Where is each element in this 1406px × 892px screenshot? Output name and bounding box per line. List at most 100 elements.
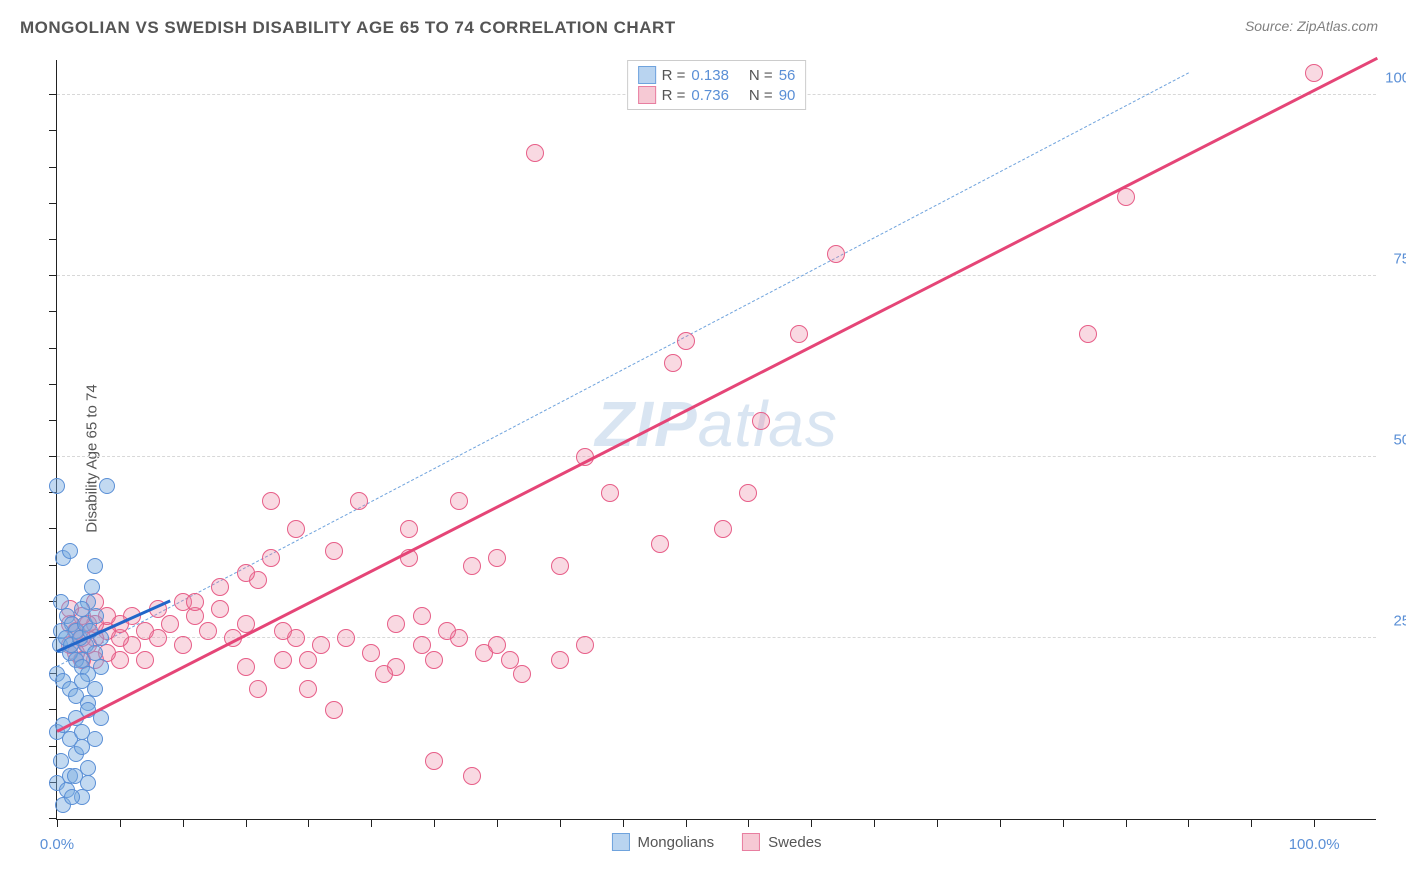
legend-n-value: 90 xyxy=(779,87,796,104)
legend-r-label: R = xyxy=(662,67,686,84)
data-point-swedes xyxy=(161,615,179,633)
data-point-mongolians xyxy=(88,608,104,624)
chart-title: MONGOLIAN VS SWEDISH DISABILITY AGE 65 T… xyxy=(20,18,676,38)
x-tick xyxy=(1314,819,1315,827)
x-tick xyxy=(308,819,309,827)
data-point-mongolians xyxy=(49,478,65,494)
y-tick xyxy=(49,528,57,529)
data-point-swedes xyxy=(438,622,456,640)
data-point-swedes xyxy=(375,665,393,683)
data-point-swedes xyxy=(425,752,443,770)
x-tick xyxy=(246,819,247,827)
data-point-swedes xyxy=(211,578,229,596)
data-point-swedes xyxy=(350,492,368,510)
data-point-mongolians xyxy=(64,789,80,805)
data-point-swedes xyxy=(413,607,431,625)
data-point-swedes xyxy=(262,549,280,567)
y-tick xyxy=(49,311,57,312)
data-point-swedes xyxy=(551,651,569,669)
legend-n-value: 56 xyxy=(779,67,796,84)
x-tick xyxy=(1000,819,1001,827)
x-tick xyxy=(371,819,372,827)
data-point-swedes xyxy=(337,629,355,647)
data-point-swedes xyxy=(237,564,255,582)
y-tick xyxy=(49,94,57,95)
data-point-swedes xyxy=(714,520,732,538)
y-tick xyxy=(49,565,57,566)
y-tick xyxy=(49,348,57,349)
legend-r-label: R = xyxy=(662,87,686,104)
x-tick xyxy=(1126,819,1127,827)
x-tick xyxy=(937,819,938,827)
x-tick xyxy=(497,819,498,827)
data-point-swedes xyxy=(387,615,405,633)
data-point-swedes xyxy=(752,412,770,430)
data-point-mongolians xyxy=(87,731,103,747)
legend-swatch xyxy=(638,86,656,104)
legend-n-label: N = xyxy=(749,87,773,104)
data-point-swedes xyxy=(827,245,845,263)
legend-correlation: R =0.138N =56R =0.736N =90 xyxy=(627,60,807,110)
data-point-swedes xyxy=(400,520,418,538)
gridline xyxy=(57,637,1376,638)
legend-series-label: Mongolians xyxy=(637,834,714,851)
data-point-swedes xyxy=(136,622,154,640)
legend-series-item: Swedes xyxy=(742,833,821,851)
legend-row: R =0.736N =90 xyxy=(638,85,796,105)
data-point-mongolians xyxy=(80,775,96,791)
data-point-mongolians xyxy=(53,753,69,769)
y-tick xyxy=(49,384,57,385)
y-tick xyxy=(49,456,57,457)
legend-row: R = 0.138 N = 56 xyxy=(638,65,796,85)
data-point-swedes xyxy=(299,680,317,698)
x-tick xyxy=(623,819,624,827)
data-point-swedes xyxy=(651,535,669,553)
legend-n-label: N = xyxy=(749,67,773,84)
data-point-mongolians xyxy=(84,579,100,595)
y-tick-label: 50.0% xyxy=(1393,432,1406,449)
data-point-swedes xyxy=(450,492,468,510)
watermark: ZIPatlas xyxy=(595,387,838,461)
y-tick xyxy=(49,709,57,710)
y-tick-label: 25.0% xyxy=(1393,613,1406,630)
x-tick xyxy=(1188,819,1189,827)
x-tick xyxy=(183,819,184,827)
y-tick xyxy=(49,203,57,204)
legend-series-item: Mongolians xyxy=(611,833,714,851)
data-point-mongolians xyxy=(99,478,115,494)
x-tick xyxy=(686,819,687,827)
data-point-swedes xyxy=(299,651,317,669)
x-tick xyxy=(560,819,561,827)
data-point-mongolians xyxy=(87,558,103,574)
data-point-mongolians xyxy=(62,543,78,559)
y-tick xyxy=(49,746,57,747)
data-point-swedes xyxy=(463,767,481,785)
chart-container: Disability Age 65 to 74 ZIPatlas R =0.13… xyxy=(28,50,1388,890)
data-point-swedes xyxy=(262,492,280,510)
data-point-swedes xyxy=(677,332,695,350)
x-tick xyxy=(1251,819,1252,827)
data-point-swedes xyxy=(325,542,343,560)
legend-r-value: 0.138 xyxy=(691,67,729,84)
y-tick xyxy=(49,167,57,168)
data-point-swedes xyxy=(790,325,808,343)
x-tick xyxy=(1063,819,1064,827)
data-point-swedes xyxy=(551,557,569,575)
y-tick xyxy=(49,239,57,240)
data-point-swedes xyxy=(136,651,154,669)
x-tick xyxy=(120,819,121,827)
x-tick xyxy=(434,819,435,827)
legend-swatch xyxy=(638,66,656,84)
plot-area: ZIPatlas R =0.138N =56R =0.736N =90 Mong… xyxy=(56,60,1376,820)
x-tick xyxy=(748,819,749,827)
x-tick-label: 0.0% xyxy=(40,836,74,853)
trend-line-swedes xyxy=(56,57,1377,732)
data-point-mongolians xyxy=(87,681,103,697)
legend-series: Mongolians Swedes xyxy=(611,833,821,851)
y-tick xyxy=(49,130,57,131)
data-point-swedes xyxy=(362,644,380,662)
reference-line xyxy=(57,73,1189,667)
data-point-swedes xyxy=(425,651,443,669)
data-point-swedes xyxy=(601,484,619,502)
data-point-swedes xyxy=(526,144,544,162)
